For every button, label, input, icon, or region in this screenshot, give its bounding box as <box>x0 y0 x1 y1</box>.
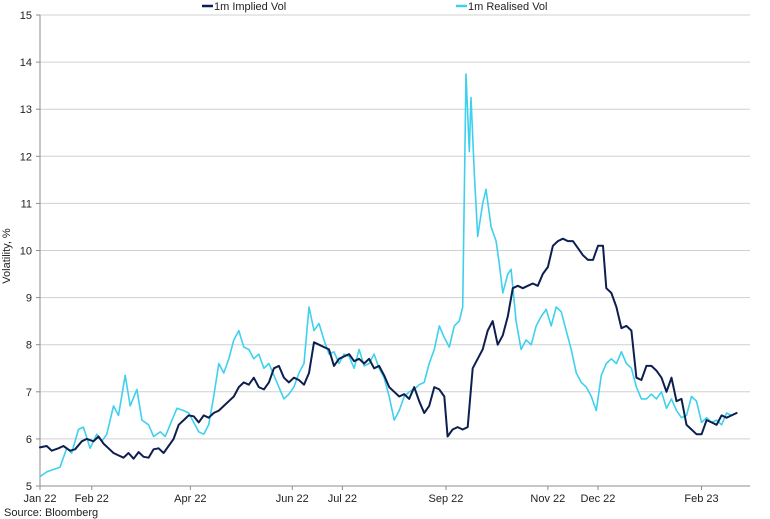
x-tick-label-4: Jul 22 <box>328 493 357 505</box>
y-tick-label-9: 9 <box>26 293 32 305</box>
y-tick-label-10: 10 <box>20 246 32 258</box>
y-tick-label-14: 14 <box>20 57 32 69</box>
y-tick-label-12: 12 <box>20 151 32 163</box>
legend-label-realised: 1m Realised Vol <box>468 1 548 13</box>
x-tick-label-1: Feb 22 <box>75 493 109 505</box>
x-tick-label-2: Apr 22 <box>174 493 206 505</box>
x-axis-ticks: Jan 22 Feb 22 Apr 22 Jun 22 Jul 22 Sep 22 Nov … <box>23 486 719 505</box>
series-lines <box>39 73 738 478</box>
series-line-realised-vol <box>39 73 738 478</box>
source-note: Source: Bloomberg <box>4 507 98 519</box>
x-tick-label-0: Jan 22 <box>23 493 56 505</box>
y-tick-label-5: 5 <box>26 481 32 493</box>
x-tick-label-5: Sep 22 <box>429 493 464 505</box>
legend: 1m Implied Vol 1m Realised Vol <box>202 1 548 13</box>
x-tick-label-8: Feb 23 <box>684 493 718 505</box>
x-tick-label-3: Jun 22 <box>276 493 309 505</box>
y-tick-label-13: 13 <box>20 104 32 116</box>
legend-label-implied: 1m Implied Vol <box>214 1 286 13</box>
y-tick-label-15: 15 <box>20 10 32 22</box>
y-axis-title: Volatility, % <box>1 228 13 284</box>
x-tick-label-6: Nov 22 <box>530 493 565 505</box>
y-axis-ticks: 5 6 7 8 9 10 11 12 13 14 15 <box>20 10 40 493</box>
series-line-implied-vol <box>39 237 738 460</box>
y-tick-label-6: 6 <box>26 434 32 446</box>
gridlines <box>40 14 750 440</box>
y-tick-label-7: 7 <box>26 387 32 399</box>
y-tick-label-8: 8 <box>26 340 32 352</box>
y-tick-label-11: 11 <box>21 198 32 210</box>
x-tick-label-7: Dec 22 <box>581 493 616 505</box>
